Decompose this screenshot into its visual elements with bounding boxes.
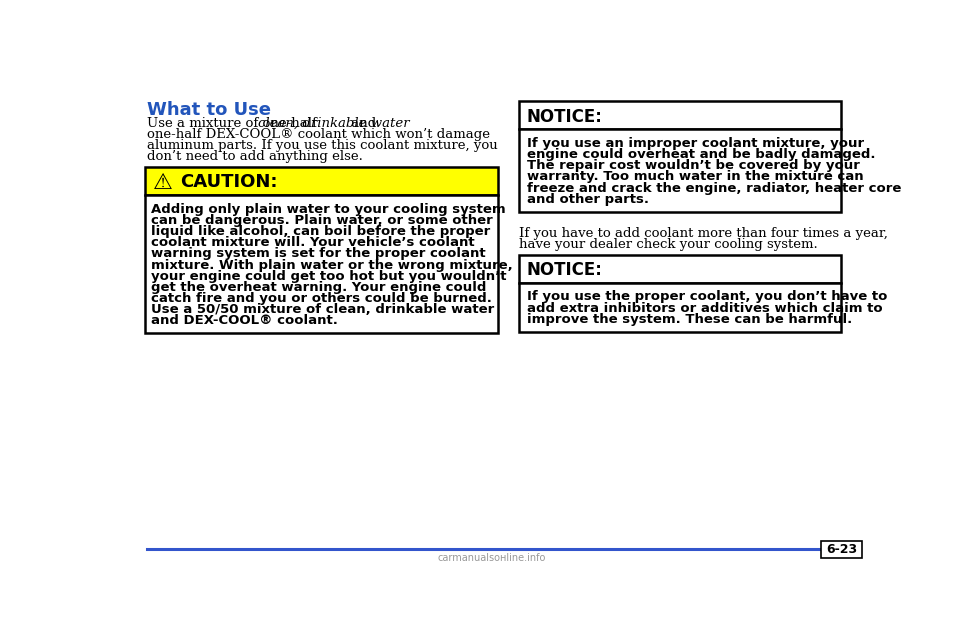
- Text: and: and: [348, 117, 376, 130]
- Text: and DEX-COOL® coolant.: and DEX-COOL® coolant.: [151, 314, 338, 327]
- Text: get the overheat warning. Your engine could: get the overheat warning. Your engine co…: [151, 281, 487, 294]
- Text: 6-23: 6-23: [826, 543, 857, 556]
- FancyBboxPatch shape: [519, 129, 841, 212]
- FancyBboxPatch shape: [519, 283, 841, 332]
- Text: carmanualsонline.info: carmanualsонline.info: [438, 554, 546, 563]
- Text: one-half DEX-COOL® coolant which won’t damage: one-half DEX-COOL® coolant which won’t d…: [147, 128, 491, 141]
- Text: Use a mixture of one-half: Use a mixture of one-half: [147, 117, 322, 130]
- Text: aluminum parts. If you use this coolant mixture, you: aluminum parts. If you use this coolant …: [147, 139, 498, 152]
- FancyBboxPatch shape: [519, 101, 841, 129]
- Text: CAUTION:: CAUTION:: [180, 173, 277, 191]
- Text: warning system is set for the proper coolant: warning system is set for the proper coo…: [151, 247, 486, 260]
- Text: If you use the proper coolant, you don’t have to: If you use the proper coolant, you don’t…: [527, 291, 887, 303]
- Text: NOTICE:: NOTICE:: [527, 261, 603, 279]
- Text: coolant mixture will. Your vehicle’s coolant: coolant mixture will. Your vehicle’s coo…: [151, 236, 474, 249]
- Text: can be dangerous. Plain water, or some other: can be dangerous. Plain water, or some o…: [151, 214, 492, 227]
- Text: NOTICE:: NOTICE:: [527, 108, 603, 125]
- Text: don’t need to add anything else.: don’t need to add anything else.: [147, 150, 363, 163]
- Text: Adding only plain water to your cooling system: Adding only plain water to your cooling …: [151, 203, 506, 216]
- Text: The repair cost wouldn’t be covered by your: The repair cost wouldn’t be covered by y…: [527, 159, 860, 172]
- Text: If you have to add coolant more than four times a year,: If you have to add coolant more than fou…: [519, 227, 888, 240]
- Text: If you use an improper coolant mixture, your: If you use an improper coolant mixture, …: [527, 137, 864, 150]
- Text: ⚠: ⚠: [154, 173, 174, 193]
- FancyBboxPatch shape: [145, 167, 498, 195]
- FancyBboxPatch shape: [822, 541, 862, 558]
- Text: Use a 50/50 mixture of clean, drinkable water: Use a 50/50 mixture of clean, drinkable …: [151, 303, 494, 316]
- Text: your engine could get too hot but you wouldn’t: your engine could get too hot but you wo…: [151, 269, 507, 283]
- Text: liquid like alcohol, can boil before the proper: liquid like alcohol, can boil before the…: [151, 225, 491, 238]
- Text: freeze and crack the engine, radiator, heater core: freeze and crack the engine, radiator, h…: [527, 182, 901, 195]
- Text: catch fire and you or others could be burned.: catch fire and you or others could be bu…: [151, 292, 492, 305]
- Text: clean, drinkable water: clean, drinkable water: [258, 117, 410, 130]
- Text: have your dealer check your cooling system.: have your dealer check your cooling syst…: [519, 238, 818, 251]
- Text: engine could overheat and be badly damaged.: engine could overheat and be badly damag…: [527, 148, 876, 161]
- FancyBboxPatch shape: [519, 255, 841, 283]
- Text: warranty. Too much water in the mixture can: warranty. Too much water in the mixture …: [527, 170, 863, 183]
- Text: What to Use: What to Use: [147, 101, 271, 120]
- Text: add extra inhibitors or additives which claim to: add extra inhibitors or additives which …: [527, 301, 882, 315]
- FancyBboxPatch shape: [145, 195, 498, 333]
- Text: and other parts.: and other parts.: [527, 193, 649, 205]
- Text: mixture. With plain water or the wrong mixture,: mixture. With plain water or the wrong m…: [151, 259, 513, 271]
- Text: improve the system. These can be harmful.: improve the system. These can be harmful…: [527, 313, 852, 326]
